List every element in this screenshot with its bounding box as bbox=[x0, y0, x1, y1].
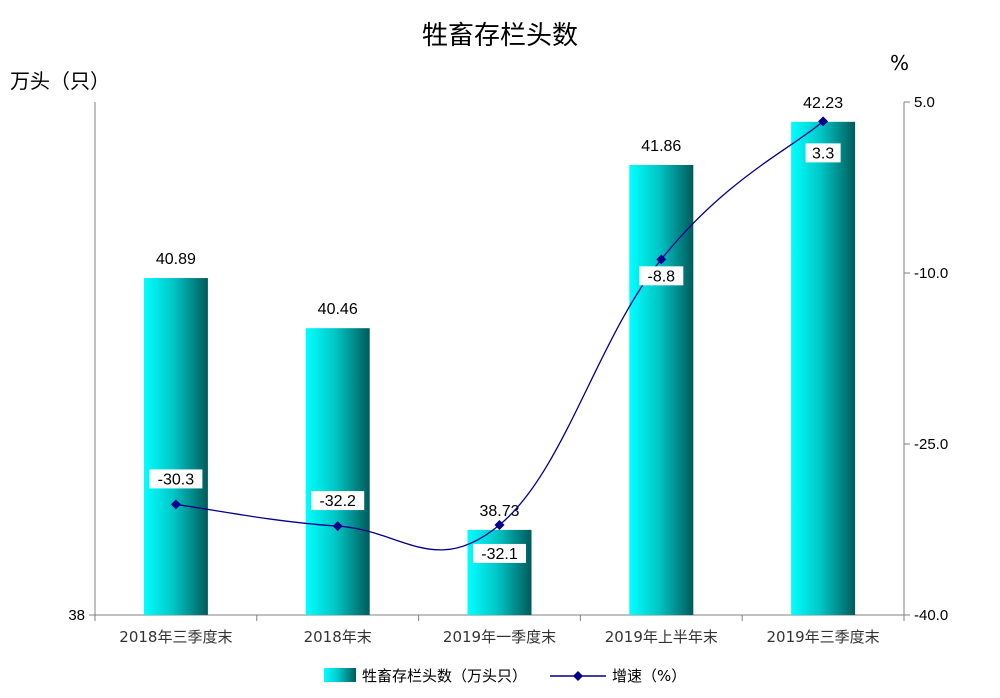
bar bbox=[467, 529, 532, 615]
bar bbox=[629, 164, 694, 615]
growth-label-bg bbox=[473, 543, 526, 563]
right-axis-tick-label: -10.0 bbox=[914, 265, 948, 282]
right-axis-tick-label: -40.0 bbox=[914, 607, 948, 624]
growth-label-bg bbox=[311, 491, 365, 511]
legend-bar-label: 牲畜存栏头数（万头只） bbox=[362, 667, 527, 685]
bar-value-label: 42.23 bbox=[803, 95, 843, 112]
x-axis-category-label: 2019年三季度末 bbox=[767, 628, 880, 646]
growth-label-bg bbox=[149, 469, 203, 489]
growth-point bbox=[494, 519, 505, 530]
bar bbox=[305, 328, 370, 615]
x-axis-category-label: 2019年上半年末 bbox=[605, 628, 718, 646]
growth-label-bg bbox=[639, 266, 684, 286]
x-axis-category-label: 2018年三季度末 bbox=[119, 628, 232, 646]
bar-value-label: 41.86 bbox=[641, 138, 681, 155]
growth-point bbox=[170, 499, 181, 510]
growth-line-group: -30.3 -32.2 -32.1 -8.8 3.3 bbox=[149, 116, 841, 563]
growth-value-label: -32.2 bbox=[319, 493, 356, 510]
bar bbox=[143, 278, 208, 615]
x-axis-category-label: 2019年一季度末 bbox=[443, 628, 556, 646]
bar-value-label: 40.46 bbox=[318, 301, 358, 318]
right-axis-tick-label: -25.0 bbox=[914, 436, 948, 453]
left-axis-unit: 万头（只） bbox=[10, 69, 110, 93]
growth-point bbox=[656, 254, 667, 265]
legend-bar-swatch bbox=[324, 668, 356, 682]
growth-value-label: -30.3 bbox=[158, 471, 195, 488]
x-axis-category-label: 2018年末 bbox=[304, 628, 372, 646]
growth-line bbox=[175, 120, 824, 551]
axis-ticks-group: 38 5.0 -10.0 -25.0 -40.0 2018年三季度末 2018年末 2019年… bbox=[68, 94, 948, 646]
growth-value-label: 3.3 bbox=[812, 145, 834, 162]
right-axis-unit: % bbox=[890, 51, 909, 75]
growth-point bbox=[332, 521, 343, 532]
bar-value-label: 40.89 bbox=[156, 251, 196, 268]
growth-value-label: -32.1 bbox=[481, 546, 518, 563]
legend-line-marker bbox=[573, 671, 583, 681]
bar bbox=[791, 121, 856, 615]
growth-value-label: -8.8 bbox=[648, 268, 676, 285]
right-axis-tick-label: 5.0 bbox=[914, 94, 935, 111]
growth-point bbox=[818, 116, 829, 127]
legend-line-label: 增速（%） bbox=[612, 667, 686, 685]
chart-title: 牲畜存栏头数 bbox=[422, 21, 578, 51]
growth-label-bg bbox=[805, 143, 841, 163]
left-axis-tick-label: 38 bbox=[68, 607, 85, 624]
legend: 牲畜存栏头数（万头只） 增速（%） bbox=[324, 667, 686, 685]
